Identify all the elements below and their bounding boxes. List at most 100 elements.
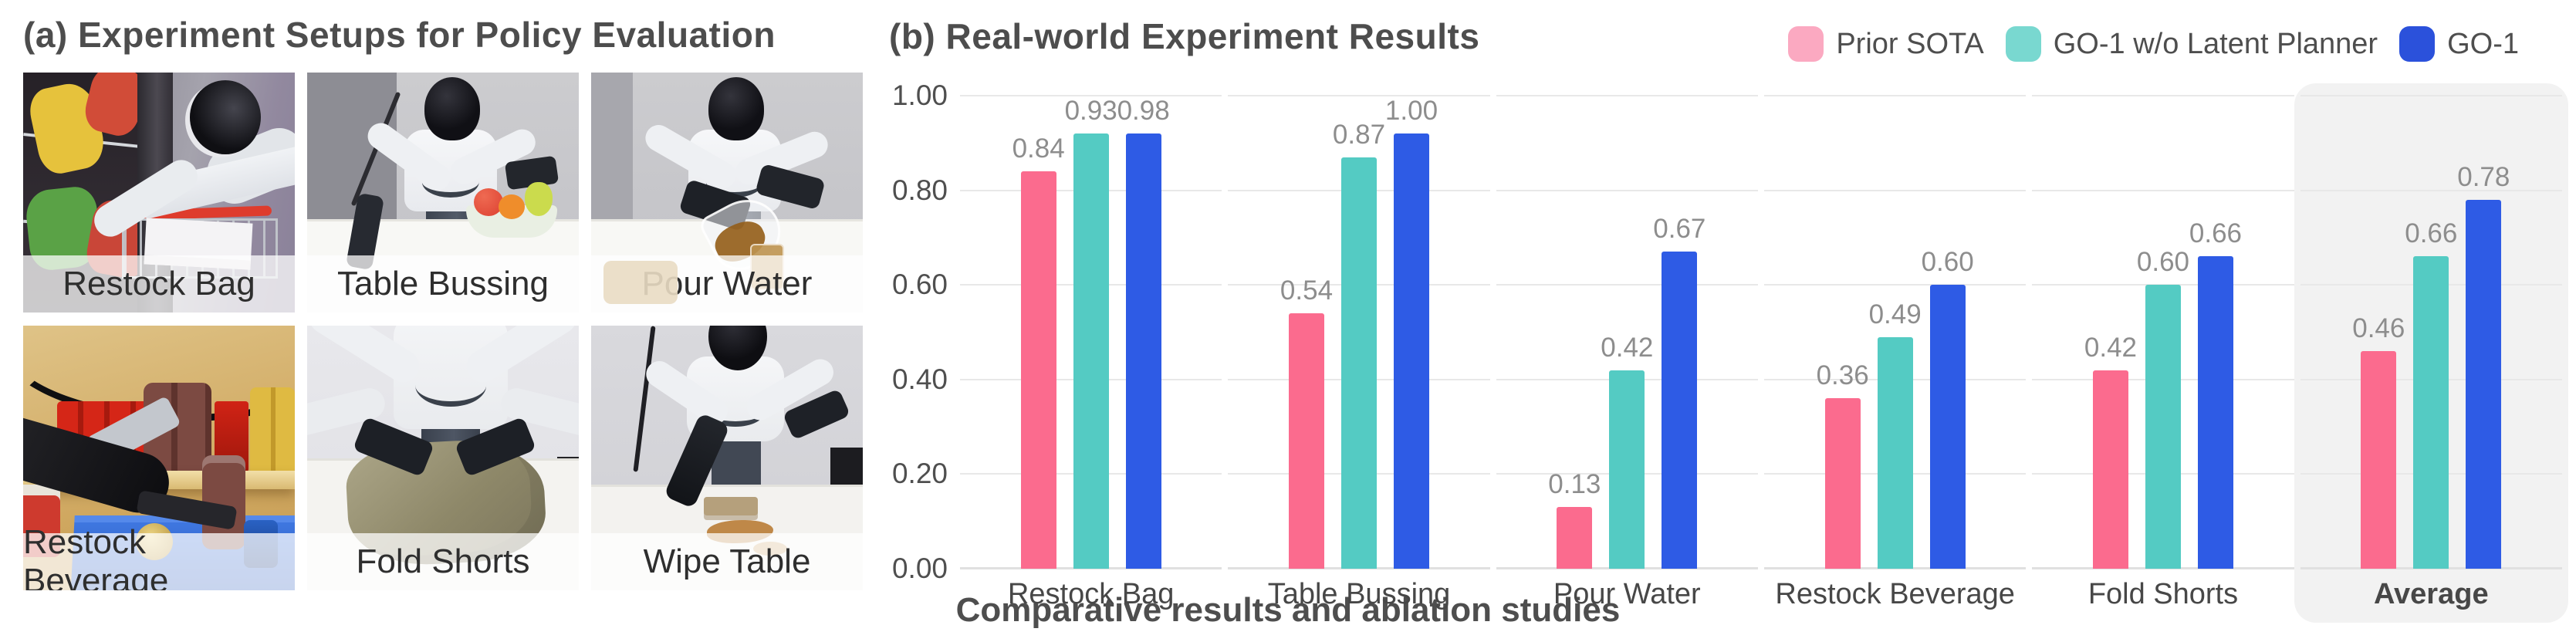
legend-item-go-1: GO-1 — [2399, 26, 2519, 62]
y-tick-0.20: 0.20 — [891, 458, 948, 490]
bar-wrap: 0.93 — [1065, 96, 1117, 569]
x-category-label-table-bussing: Table Bussing — [1267, 578, 1451, 610]
plot-area: 0.84 0.93 0.98 Restock Bag 0.54 0.87 1.00 Table… — [960, 83, 2569, 623]
bar-wrap: 1.00 — [1385, 96, 1438, 569]
gridline — [1228, 95, 1490, 96]
bar-value-label: 0.78 — [2457, 162, 2510, 192]
bar-value-label: 0.46 — [2352, 313, 2405, 343]
y-tick-0.60: 0.60 — [891, 269, 948, 301]
bar-wrap: 0.66 — [2189, 96, 2242, 569]
bar-value-label: 0.13 — [1548, 469, 1601, 499]
facet-table-bussing: 0.54 0.87 1.00 Table Bussing — [1228, 95, 1490, 610]
photo-label: Restock Beverage — [23, 523, 295, 590]
photo-label: Table Bussing — [307, 255, 579, 313]
legend-label: GO-1 — [2447, 27, 2519, 60]
y-tick-1.00: 1.00 — [891, 79, 948, 111]
y-tick-0.00: 0.00 — [891, 552, 948, 584]
bar-value-label: 0.49 — [1868, 299, 1922, 329]
bar-prior-sota-table-bussing — [1288, 313, 1324, 569]
bar-value-label: 0.87 — [1332, 120, 1386, 150]
photo-grid: Restock Bag Table Bussing Pour Water Restoc… — [23, 73, 863, 590]
bar-wrap: 0.67 — [1653, 96, 1706, 569]
gridline — [1496, 95, 1758, 96]
photo-pour-water: Pour Water — [591, 73, 863, 313]
chart-legend: Prior SOTA GO-1 w/o Latent Planner GO-1 — [1788, 26, 2519, 62]
sponge-shape — [704, 497, 758, 515]
photo-label: Wipe Table — [591, 533, 863, 590]
bar-wrap: 0.87 — [1333, 96, 1385, 569]
legend-swatch-go-1-w-o-latent-planner — [2005, 26, 2041, 62]
bar-prior-sota-pour-water — [1557, 507, 1593, 569]
panel-a-title: (a) Experiment Setups for Policy Evaluat… — [23, 15, 776, 55]
bar-wrap: 0.60 — [1922, 96, 1974, 569]
bar-group-average: 0.46 0.66 0.78 — [2300, 96, 2562, 569]
bar-wrap: 0.13 — [1548, 96, 1601, 569]
bar-go-1-w-o-latent-planner-restock-bag — [1073, 133, 1109, 569]
photo-fold-shorts: Fold Shorts — [307, 326, 579, 590]
bar-wrap: 0.60 — [2137, 96, 2189, 569]
gridline — [2032, 95, 2294, 96]
bar-wrap: 0.78 — [2457, 96, 2510, 569]
head-shape — [708, 77, 764, 140]
bar-group-pour-water: 0.13 0.42 0.67 — [1496, 96, 1758, 569]
facet-fold-shorts: 0.42 0.60 0.66 Fold Shorts — [2032, 95, 2294, 610]
bar-go-1-pour-water — [1662, 252, 1698, 569]
gridline — [1496, 284, 1758, 286]
bar-value-label: 0.60 — [2136, 247, 2190, 277]
bar-go-1-average — [2466, 200, 2502, 569]
gridline — [1763, 284, 2027, 286]
bar-wrap: 0.49 — [1869, 96, 1922, 569]
facet-restock-bag: 0.84 0.93 0.98 Restock Bag — [960, 95, 1222, 610]
bar-value-label: 0.42 — [1601, 333, 1654, 363]
photo-restock-bag: Restock Bag — [23, 73, 295, 313]
legend-item-go-1-w-o-latent-planner: GO-1 w/o Latent Planner — [2005, 26, 2378, 62]
bar-value-label: 0.42 — [2084, 333, 2138, 363]
bar-group-table-bussing: 0.54 0.87 1.00 — [1228, 96, 1489, 569]
fr-pear-shape — [525, 182, 553, 216]
fr-red-shape — [474, 188, 503, 216]
bar-go-1-w-o-latent-planner-table-bussing — [1340, 157, 1377, 569]
results-chart: (b) Real-world Experiment Results Prior … — [887, 0, 2576, 642]
x-category-label-fold-shorts: Fold Shorts — [2088, 578, 2239, 610]
coaster-shape — [603, 261, 678, 304]
gridline — [1763, 95, 2027, 96]
bar-go-1-w-o-latent-planner-average — [2413, 256, 2449, 569]
bar-group-restock-bag: 0.84 0.93 0.98 — [960, 96, 1222, 569]
gridline — [2032, 189, 2294, 191]
y-axis-ticks: 1.00 0.80 0.60 0.40 0.20 0.00 — [887, 79, 948, 584]
bar-value-label: 0.54 — [1280, 275, 1334, 306]
photo-label: Restock Bag — [23, 255, 295, 313]
gridline — [2300, 189, 2562, 191]
bottles-yellow-shape — [250, 387, 295, 472]
facet-restock-beverage: 0.36 0.49 0.60 Restock Beverage — [1763, 95, 2027, 610]
bar-prior-sota-restock-beverage — [1824, 398, 1861, 569]
bar-wrap: 0.66 — [2405, 96, 2457, 569]
bar-go-1-table-bussing — [1393, 133, 1429, 569]
facet-average: 0.46 0.66 0.78 Average — [2294, 83, 2569, 623]
bar-wrap: 0.54 — [1280, 96, 1333, 569]
facet-pour-water: 0.13 0.42 0.67 Pour Water — [1496, 95, 1758, 610]
bar-group-fold-shorts: 0.42 0.60 0.66 — [2032, 96, 2294, 569]
bar-wrap: 0.98 — [1117, 96, 1170, 569]
bar-value-label: 0.93 — [1064, 96, 1117, 126]
gridline — [2300, 95, 2562, 96]
photo-restock-beverage: Restock Beverage — [23, 326, 295, 590]
bar-value-label: 0.60 — [1921, 247, 1974, 277]
bar-go-1-w-o-latent-planner-pour-water — [1609, 370, 1645, 569]
legend-swatch-prior-sota — [1788, 26, 1824, 62]
bar-wrap: 0.36 — [1817, 96, 1869, 569]
y-tick-0.80: 0.80 — [891, 174, 948, 206]
bar-go-1-restock-beverage — [1929, 285, 1966, 569]
bar-value-label: 0.67 — [1653, 214, 1706, 244]
head-shape — [424, 77, 480, 140]
bar-go-1-w-o-latent-planner-restock-beverage — [1877, 337, 1913, 569]
mic-shape — [633, 326, 656, 472]
gridline — [1763, 189, 2027, 191]
bar-prior-sota-fold-shorts — [2092, 370, 2128, 569]
bar-prior-sota-average — [2361, 351, 2397, 569]
gridline — [960, 95, 1222, 96]
photo-table-bussing: Table Bussing — [307, 73, 579, 313]
bar-wrap: 0.42 — [2084, 96, 2137, 569]
bar-value-label: 0.36 — [1816, 360, 1869, 390]
